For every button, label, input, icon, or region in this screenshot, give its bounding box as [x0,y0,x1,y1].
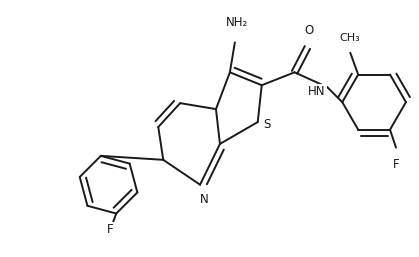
Text: CH₃: CH₃ [340,33,361,43]
Text: O: O [305,24,314,38]
Text: HN: HN [308,85,326,98]
Text: F: F [107,224,114,236]
Text: F: F [393,158,399,171]
Text: S: S [264,117,271,131]
Text: N: N [200,193,208,206]
Text: NH₂: NH₂ [226,15,248,29]
